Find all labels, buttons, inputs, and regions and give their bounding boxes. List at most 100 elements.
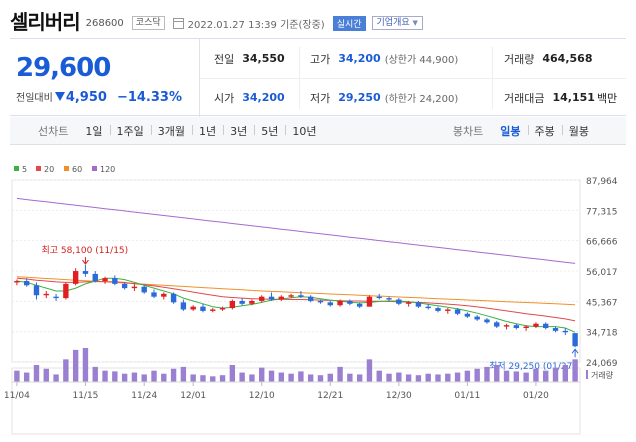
volume-bar bbox=[268, 370, 275, 382]
y-tick-label: 87,964 bbox=[586, 177, 618, 187]
volume-bar bbox=[533, 368, 539, 382]
volume-bar bbox=[161, 373, 167, 382]
low-metric: 저가 29,250 (하한가 24,200) bbox=[310, 78, 458, 117]
candle-body bbox=[503, 325, 510, 327]
x-tick-label: 11/24 bbox=[131, 391, 157, 401]
legend-swatch bbox=[14, 166, 19, 171]
chevron-down-icon: ▼ bbox=[412, 19, 418, 27]
candle-body bbox=[552, 328, 559, 331]
x-tick-label: 12/01 bbox=[180, 391, 206, 401]
volume-bar bbox=[278, 372, 285, 382]
candle-body bbox=[53, 296, 59, 299]
volume-bar bbox=[170, 368, 177, 382]
stock-chart[interactable]: 87,964 77,315 66,666 56,017 45,367 34,718 24,0… bbox=[0, 158, 636, 442]
volume-bar bbox=[14, 370, 20, 382]
tab-daily[interactable]: 일봉 bbox=[500, 124, 521, 138]
x-tick-label: 11/15 bbox=[72, 391, 98, 401]
volume-bar bbox=[72, 349, 79, 382]
candle-body bbox=[327, 302, 333, 306]
candle-body bbox=[435, 308, 441, 311]
amount-value: 14,151 bbox=[552, 91, 595, 104]
volume-bar bbox=[259, 367, 265, 382]
volume-bar bbox=[219, 375, 226, 382]
y-tick-label: 77,315 bbox=[586, 207, 618, 217]
candle-body bbox=[239, 300, 245, 304]
candle-body bbox=[249, 300, 255, 304]
candle-body bbox=[405, 302, 412, 304]
high-arrow-icon bbox=[82, 259, 89, 265]
candle-body bbox=[523, 326, 529, 329]
volume-bar bbox=[464, 370, 471, 382]
price-summary: 29,600 전일대비 4,950 −14.33% 전일 34,550 시가 3… bbox=[10, 38, 626, 117]
tab-weekly[interactable]: 주봉 bbox=[527, 123, 562, 139]
candle-body bbox=[425, 306, 431, 309]
legend-label: 60 bbox=[72, 165, 82, 174]
legend-swatch bbox=[92, 166, 97, 171]
legend-swatch bbox=[36, 166, 41, 171]
candle-body bbox=[92, 273, 98, 282]
calendar-icon bbox=[172, 17, 184, 29]
tab-monthly[interactable]: 월봉 bbox=[561, 123, 596, 139]
amount-metric: 거래대금 14,151 백만 bbox=[504, 78, 617, 117]
volume-bar bbox=[141, 374, 147, 382]
legend-label: 120 bbox=[100, 165, 115, 174]
volume-bar bbox=[200, 375, 206, 382]
realtime-button[interactable]: 실시간 bbox=[332, 15, 366, 31]
tab-3m[interactable]: 3개월 bbox=[150, 123, 192, 139]
tab-1d[interactable]: 1일 bbox=[85, 124, 103, 138]
chart-svg: 87,964 77,315 66,666 56,017 45,367 34,718 24,0… bbox=[4, 165, 618, 435]
prev-close-metric: 전일 34,550 bbox=[214, 39, 285, 78]
candle-body bbox=[259, 296, 265, 301]
ma120-line bbox=[16, 197, 576, 264]
volume-bar bbox=[131, 372, 138, 382]
tab-1w[interactable]: 1주일 bbox=[109, 123, 151, 139]
x-tick-label: 01/20 bbox=[523, 391, 549, 401]
high-metric: 고가 34,200 (상한가 44,900) bbox=[310, 39, 458, 78]
tab-10y[interactable]: 10년 bbox=[285, 123, 323, 139]
candle-body bbox=[112, 278, 118, 284]
prev-close-label: 전일 bbox=[214, 52, 235, 66]
candle-body bbox=[151, 292, 157, 297]
company-info-button[interactable]: 기업개요 ▼ bbox=[371, 16, 423, 30]
candle-body bbox=[533, 323, 539, 327]
tab-1y[interactable]: 1년 bbox=[192, 123, 223, 139]
candle-body bbox=[513, 325, 520, 329]
tab-3y[interactable]: 3년 bbox=[223, 123, 254, 139]
candle-body bbox=[484, 319, 490, 323]
candle-body bbox=[229, 300, 236, 309]
high-label: 고가 bbox=[310, 52, 331, 66]
candle-body bbox=[278, 296, 285, 300]
upper-limit: (상한가 44,900) bbox=[384, 55, 459, 66]
candle-body bbox=[190, 306, 196, 310]
stock-name: 셀리버리 bbox=[10, 9, 81, 34]
volume-bar bbox=[249, 374, 255, 382]
volume-bar bbox=[435, 374, 441, 382]
volume-bar bbox=[210, 376, 216, 382]
volume-bar bbox=[63, 359, 69, 382]
stock-header: 셀리버리 268600 코스닥 2022.01.27 13:39 기준(장중) … bbox=[10, 6, 626, 34]
timestamp: 2022.01.27 13:39 기준(장중) bbox=[187, 19, 325, 31]
volume-bar bbox=[474, 368, 480, 382]
down-arrow-icon bbox=[54, 92, 65, 101]
volume-bar bbox=[82, 348, 89, 382]
candle-tabs: 봉차트 일봉 주봉 월봉 bbox=[453, 123, 596, 139]
y-tick-label: 34,718 bbox=[586, 329, 618, 339]
tab-5y[interactable]: 5년 bbox=[254, 123, 285, 139]
candle-body bbox=[210, 309, 216, 311]
volume-bar bbox=[562, 365, 569, 382]
candle-body bbox=[347, 300, 353, 304]
volume-legend-label: 거래량 bbox=[591, 370, 614, 380]
legend-label: 5 bbox=[22, 165, 27, 174]
candle-body bbox=[131, 286, 138, 289]
volume-bar bbox=[190, 374, 196, 382]
volume-value: 464,568 bbox=[542, 52, 593, 65]
volume-bar bbox=[347, 373, 353, 382]
volume-bar bbox=[484, 366, 490, 382]
x-tick-label: 12/21 bbox=[317, 391, 343, 401]
y-tick-label: 45,367 bbox=[586, 298, 618, 308]
volume-bar bbox=[327, 373, 333, 382]
candle-body bbox=[572, 333, 578, 347]
volume-label: 거래량 bbox=[504, 52, 535, 66]
ma5-line bbox=[16, 277, 576, 333]
candle-body bbox=[102, 278, 108, 282]
